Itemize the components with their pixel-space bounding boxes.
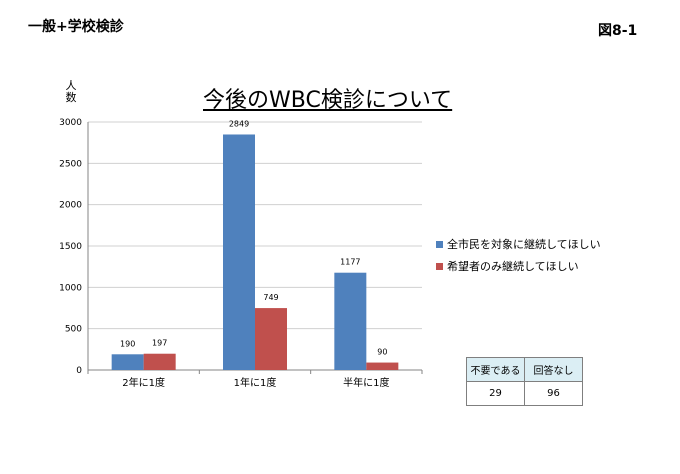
figure-number: 図8-1 [598, 23, 638, 39]
chart-title: 今後のWBC検診について [203, 88, 453, 113]
y-tick-label: 3000 [59, 118, 82, 128]
bar-series2 [255, 308, 287, 370]
table-header-cell: 不要である [466, 357, 525, 382]
table-cell: 96 [524, 381, 583, 406]
legend-swatch-series1 [436, 240, 443, 248]
data-label: 1177 [340, 258, 360, 267]
table-header-cell: 回答なし [524, 357, 583, 382]
bar-series2 [143, 353, 176, 370]
table-row: 29 96 [466, 381, 583, 406]
legend-swatch-series2 [436, 262, 443, 270]
y-tick-label: 1000 [59, 283, 82, 293]
data-label: 190 [120, 339, 135, 348]
y-tick-label: 2500 [59, 159, 82, 169]
legend-item: 希望者のみ継続してほしい [436, 258, 601, 274]
x-tick-label: 半年に1度 [343, 376, 389, 389]
legend-label: 全市民を対象に継続してほしい [447, 238, 601, 251]
labels: 0 500 1000 1500 2000 2500 3000 190 197 2年に1度 2849 7… [59, 118, 389, 389]
bar-series1 [111, 354, 144, 370]
page-header: 一般+学校検診 [28, 19, 124, 35]
legend-item: 全市民を対象に継続してほしい [436, 236, 601, 252]
legend-label: 希望者のみ継続してほしい [447, 260, 579, 273]
y-axis-unit-char: 人 [65, 79, 77, 92]
x-tick-label: 1年に1度 [234, 376, 277, 389]
bars [111, 134, 399, 370]
response-table: 不要である 回答なし 29 96 [466, 357, 583, 406]
bar-series1 [223, 134, 255, 370]
y-tick-label: 0 [76, 366, 82, 376]
table-cell: 29 [466, 381, 525, 406]
table-header-row: 不要である 回答なし [466, 357, 583, 382]
y-tick-label: 2000 [59, 201, 82, 211]
bar-series1 [334, 272, 367, 370]
data-label: 197 [152, 339, 167, 348]
y-tick-label: 1500 [59, 242, 82, 252]
y-axis-unit-char: 数 [65, 91, 77, 104]
x-tick-label: 2年に1度 [122, 376, 165, 389]
legend: 全市民を対象に継続してほしい 希望者のみ継続してほしい [436, 236, 601, 280]
data-label: 749 [263, 293, 278, 302]
y-axis-unit-label: 人 数 [64, 80, 78, 104]
data-label: 2849 [229, 119, 249, 128]
y-tick-label: 500 [65, 325, 82, 335]
bar-series2 [366, 362, 399, 370]
data-label: 90 [377, 348, 387, 357]
